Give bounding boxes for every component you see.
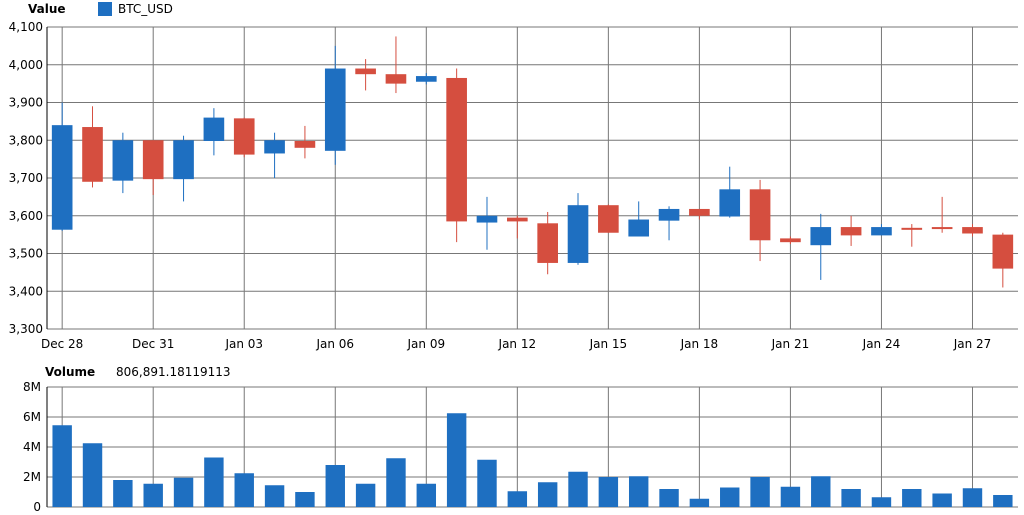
candle-body: [567, 205, 589, 263]
price-x-tick-label: Jan 03: [224, 337, 263, 351]
price-x-tick-label: Jan 18: [680, 337, 719, 351]
candle-body: [173, 140, 194, 180]
volume-bar: [720, 487, 740, 507]
candle-body: [719, 189, 741, 217]
volume-bar: [295, 492, 315, 507]
volume-readout: 806,891.18119113: [116, 365, 231, 379]
volume-bar: [355, 483, 376, 507]
candle-body: [507, 217, 528, 222]
series-legend-label[interactable]: BTC_USD: [118, 2, 173, 16]
candle-body: [324, 68, 346, 151]
price-y-tick-label: 3,800: [9, 133, 43, 147]
candle-body: [476, 215, 498, 223]
value-panel-title: Value: [28, 2, 66, 16]
price-x-tick-label: Dec 28: [41, 337, 83, 351]
volume-bar: [993, 495, 1013, 507]
candle-body: [537, 223, 558, 263]
candle-body: [385, 74, 407, 84]
price-y-tick-label: 3,500: [9, 247, 43, 261]
volume-y-tick-label: 2M: [23, 470, 41, 484]
price-x-tick-label: Jan 09: [407, 337, 446, 351]
volume-bar: [52, 425, 72, 507]
volume-bar: [689, 498, 710, 507]
candle-body: [142, 140, 164, 180]
price-y-tick-label: 3,600: [9, 209, 43, 223]
volume-panel-title: Volume: [45, 365, 96, 379]
volume-bar: [143, 483, 163, 507]
volume-bar: [204, 457, 224, 507]
volume-bar: [264, 485, 285, 507]
volume-bar: [325, 465, 345, 507]
price-x-tick-label: Jan 24: [862, 337, 901, 351]
candle-body: [962, 227, 983, 234]
candle-body: [82, 127, 103, 182]
candle-body: [51, 125, 73, 230]
candle-body: [780, 238, 801, 243]
volume-bar: [841, 489, 861, 507]
volume-bar: [568, 471, 588, 507]
price-x-tick-label: Jan 06: [315, 337, 354, 351]
price-y-tick-label: 4,100: [9, 20, 43, 34]
candle-body: [810, 227, 832, 246]
candle-body: [689, 208, 710, 216]
candle-body: [931, 227, 953, 230]
candle-body: [203, 117, 225, 142]
volume-bar: [386, 458, 406, 507]
volume-bar: [113, 480, 133, 507]
candle-body: [901, 227, 923, 230]
candle-body: [446, 77, 467, 222]
candle-body: [658, 208, 680, 221]
price-y-tick-label: 3,900: [9, 96, 43, 110]
candle-body: [233, 118, 255, 155]
volume-bar: [871, 497, 892, 507]
price-x-tick-label: Jan 15: [589, 337, 628, 351]
price-x-tick-label: Jan 27: [953, 337, 992, 351]
volume-y-tick-label: 0: [33, 500, 41, 514]
price-x-tick-label: Dec 31: [132, 337, 174, 351]
volume-bar: [82, 443, 103, 507]
volume-y-tick-label: 8M: [23, 380, 41, 394]
price-x-tick-label: Jan 21: [771, 337, 810, 351]
price-y-tick-label: 3,400: [9, 284, 43, 298]
price-x-tick-label: Jan 12: [498, 337, 537, 351]
volume-bar: [598, 477, 619, 507]
volume-bar: [477, 459, 497, 507]
volume-bar: [416, 483, 437, 507]
volume-y-tick-label: 6M: [23, 410, 41, 424]
candle-body: [112, 140, 134, 181]
candle-body: [749, 189, 771, 241]
price-y-tick-label: 3,700: [9, 171, 43, 185]
volume-bar: [780, 486, 801, 507]
volume-bar: [173, 477, 194, 507]
volume-bar: [932, 493, 952, 507]
candle-body: [264, 140, 285, 154]
candle-body: [355, 68, 376, 75]
volume-bar: [537, 482, 558, 507]
price-y-tick-label: 4,000: [9, 58, 43, 72]
volume-bar: [659, 489, 679, 507]
volume-bar: [507, 491, 528, 507]
series-color-swatch: [98, 2, 112, 16]
candle-body: [598, 205, 619, 233]
candle-body: [840, 227, 862, 236]
volume-bar: [628, 476, 649, 507]
volume-y-tick-label: 4M: [23, 440, 41, 454]
volume-bar: [811, 476, 831, 507]
candle-body: [992, 234, 1014, 269]
candle-body: [628, 219, 650, 237]
volume-bar: [446, 413, 467, 507]
volume-bar: [234, 473, 254, 507]
price-y-tick-label: 3,300: [9, 322, 43, 336]
candle-body: [415, 76, 437, 82]
candle-body: [294, 141, 316, 148]
candle-body: [871, 227, 892, 236]
volume-bar: [902, 489, 922, 507]
volume-bar: [750, 477, 770, 507]
volume-bar: [962, 488, 983, 507]
